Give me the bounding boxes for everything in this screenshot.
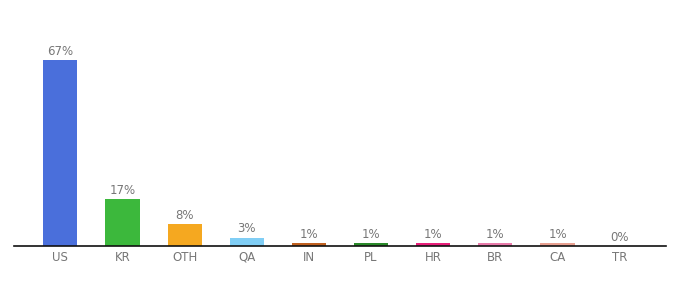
Text: 3%: 3% xyxy=(237,223,256,236)
Bar xyxy=(292,243,326,246)
Text: 1%: 1% xyxy=(548,228,567,241)
Bar xyxy=(354,243,388,246)
Text: 0%: 0% xyxy=(611,231,629,244)
Text: 17%: 17% xyxy=(109,184,135,196)
Bar xyxy=(44,60,78,246)
Text: 8%: 8% xyxy=(175,208,194,222)
Bar xyxy=(416,243,450,246)
Bar xyxy=(478,243,513,246)
Bar xyxy=(541,243,575,246)
Text: 1%: 1% xyxy=(300,228,318,241)
Text: 1%: 1% xyxy=(424,228,443,241)
Bar xyxy=(230,238,264,246)
Bar xyxy=(167,224,202,246)
Bar xyxy=(105,199,139,246)
Text: 67%: 67% xyxy=(48,45,73,58)
Text: 1%: 1% xyxy=(362,228,380,241)
Text: 1%: 1% xyxy=(486,228,505,241)
